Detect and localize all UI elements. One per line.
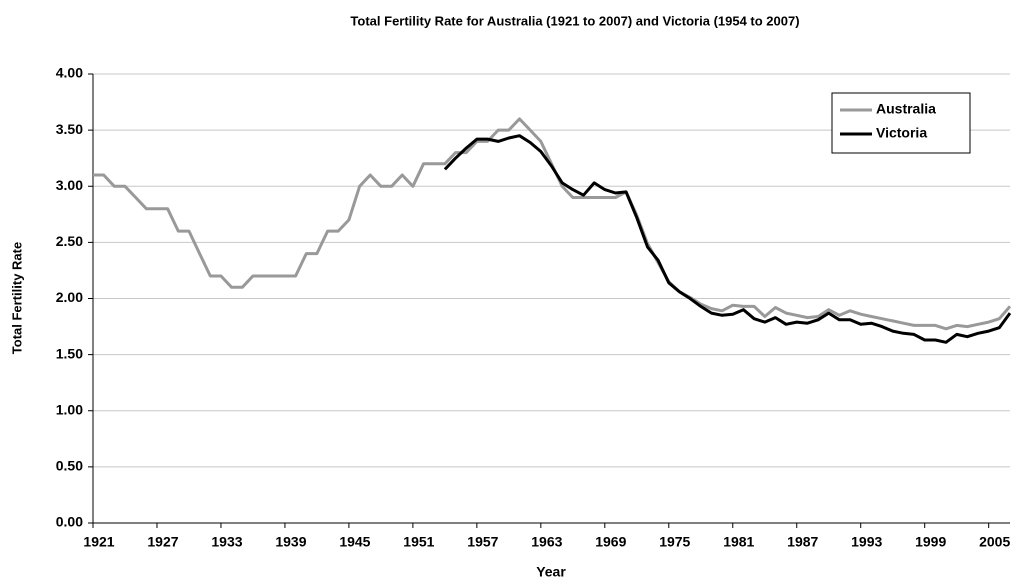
chart-title: Total Fertility Rate for Australia (1921… xyxy=(350,13,799,28)
x-tick-label: 1957 xyxy=(467,534,498,550)
x-tick-label: 1963 xyxy=(531,534,562,550)
x-tick-label: 1975 xyxy=(659,534,690,550)
x-tick-label: 1993 xyxy=(851,534,882,550)
series-line xyxy=(443,134,1011,344)
x-tick-label: 1927 xyxy=(147,534,178,550)
y-axis-label: Total Fertility Rate xyxy=(9,242,24,354)
y-tick-label: 3.00 xyxy=(56,177,83,193)
x-tick-label: 1969 xyxy=(595,534,626,550)
x-tick-label: 2005 xyxy=(979,534,1010,550)
legend-label: Australia xyxy=(876,101,936,117)
y-tick-label: 2.50 xyxy=(56,233,83,249)
x-tick-label: 1933 xyxy=(211,534,242,550)
legend-label: Victoria xyxy=(876,125,927,141)
x-axis-label: Year xyxy=(536,564,566,579)
x-tick-label: 1951 xyxy=(403,534,434,550)
x-tick-label: 1945 xyxy=(339,534,370,550)
x-tick-label: 1987 xyxy=(787,534,818,550)
x-tick-label: 1921 xyxy=(83,534,114,550)
x-tick-label: 1939 xyxy=(275,534,306,550)
y-tick-label: 4.00 xyxy=(56,65,83,81)
y-tick-label: 3.50 xyxy=(56,121,83,137)
y-tick-label: 2.00 xyxy=(56,289,83,305)
legend-box xyxy=(831,92,971,154)
y-tick-label: 0.50 xyxy=(56,458,83,474)
x-tick-label: 1981 xyxy=(723,534,754,550)
x-tick-label: 1999 xyxy=(915,534,946,550)
y-tick-label: 1.50 xyxy=(56,345,83,361)
y-tick-label: 1.00 xyxy=(56,401,83,417)
y-tick-label: 0.00 xyxy=(56,514,83,530)
